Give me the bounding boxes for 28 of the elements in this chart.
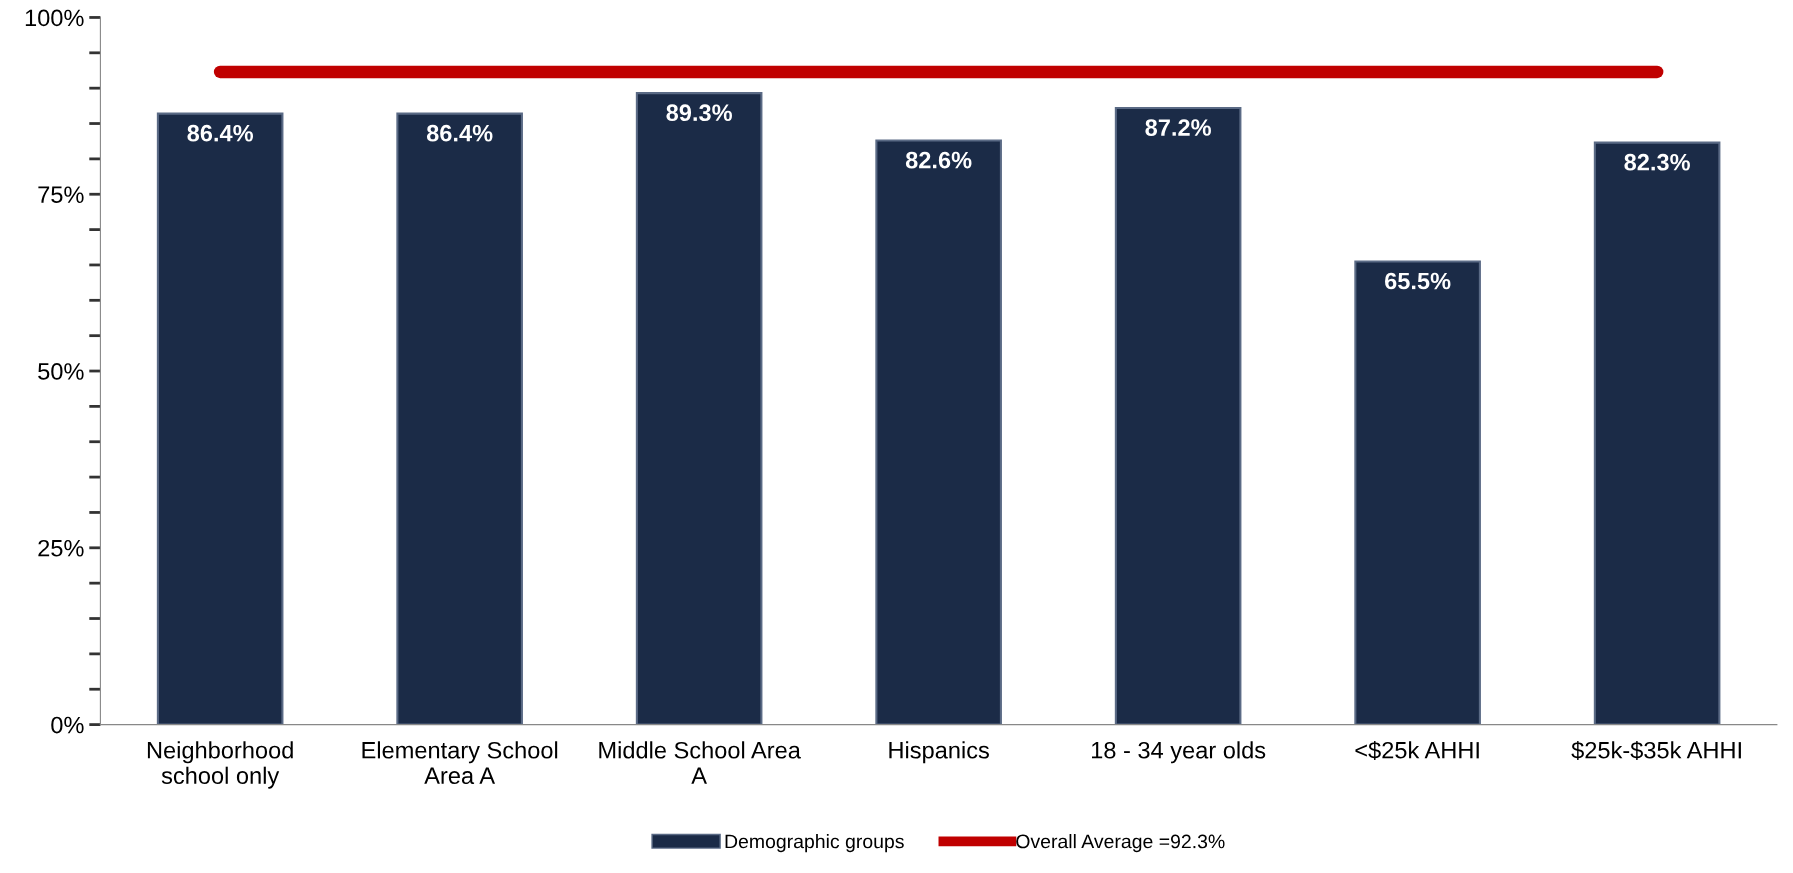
- bar: [875, 139, 1002, 725]
- y-tick-label: 0%: [51, 716, 84, 734]
- y-tick-label: 75%: [38, 186, 84, 204]
- bar: [1114, 106, 1242, 725]
- x-tick-label: 18 - 34 year olds: [1092, 741, 1266, 764]
- data-label: 65.5%: [1385, 272, 1451, 290]
- y-tick-label: 50%: [38, 363, 84, 380]
- legend-label: Overall Average =92.3%: [1016, 834, 1225, 853]
- legend-label: Demographic groups: [725, 834, 904, 853]
- x-tick-label: Elementary School Area A: [362, 741, 558, 785]
- x-tick-label: <$25k AHHI: [1355, 740, 1479, 761]
- x-tick-label: $25k-$35k AHHI: [1571, 740, 1741, 761]
- bar: [396, 112, 523, 725]
- data-label: 86.4%: [426, 124, 493, 142]
- x-tick-label: Neighborhood school only: [147, 741, 293, 789]
- bar: [1593, 141, 1721, 725]
- data-label: 86.4%: [187, 124, 254, 142]
- bar: [635, 92, 763, 725]
- x-tick-label: Hispanics: [889, 741, 989, 764]
- data-label: 82.6%: [905, 151, 972, 169]
- x-tick-label: Middle School Area A: [599, 741, 801, 784]
- y-tick-label: 25%: [38, 539, 84, 557]
- data-label: 89.3%: [666, 104, 732, 122]
- y-tick-label: 100%: [25, 9, 84, 27]
- bar: [1354, 260, 1481, 725]
- bar: [156, 112, 284, 725]
- data-label: 87.2%: [1145, 119, 1211, 136]
- data-label: 82.3%: [1624, 153, 1690, 171]
